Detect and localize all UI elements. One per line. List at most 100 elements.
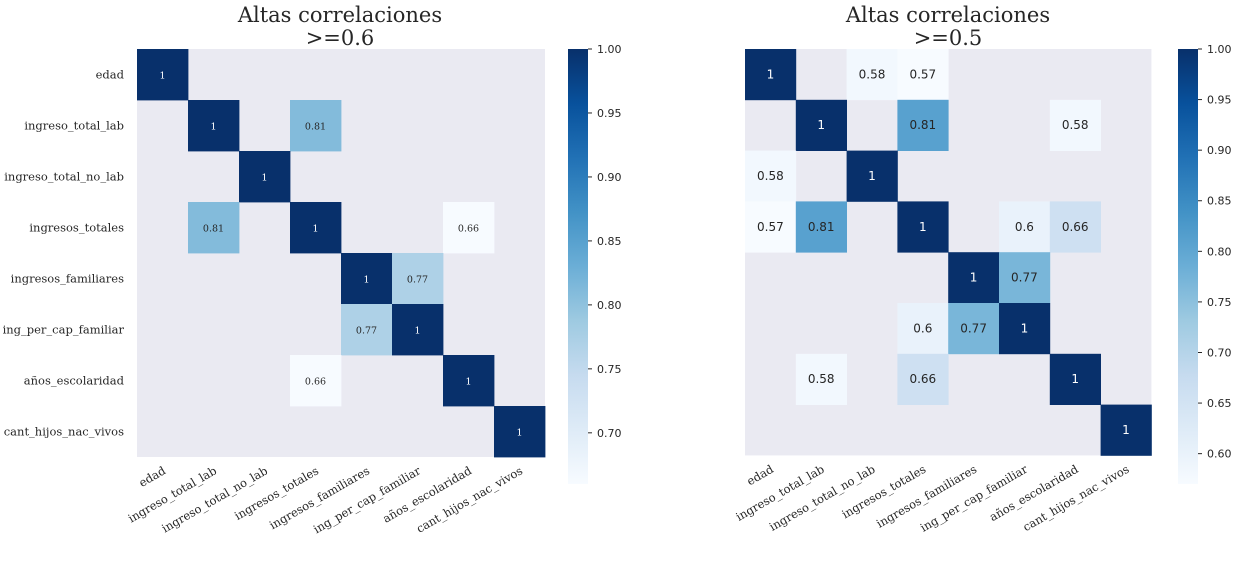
- heatmap-cell: [188, 202, 240, 254]
- colorbar-tick-label: 0.90: [1207, 144, 1232, 157]
- colorbar-tick-label: 0.60: [1207, 448, 1232, 461]
- cell-value-label: 0.81: [203, 224, 224, 235]
- heatmap-cell: [1049, 353, 1101, 405]
- cell-value-label: 1: [868, 169, 876, 183]
- heatmap-panel-right: Altas correlaciones >=0.5 1 0.58 0.57 1 0.81…: [733, 3, 1231, 535]
- colorbar-tick-label: 0.75: [1207, 296, 1232, 309]
- heatmap-cell: [846, 150, 898, 202]
- heatmap-cell: [1100, 404, 1152, 456]
- colorbar-tick-label: 0.80: [597, 299, 622, 312]
- cell-value-label: 1: [312, 224, 318, 235]
- cell-value-label: 0.77: [1011, 271, 1038, 285]
- heatmap-cell: [290, 202, 342, 254]
- cell-value-label: 0.66: [1062, 220, 1089, 234]
- cell-value-label: 1: [919, 220, 927, 234]
- cell-value-label: 0.66: [458, 224, 479, 235]
- heatmap-cell: [392, 304, 444, 356]
- cell-value-label: 1: [465, 377, 471, 388]
- cell-value-label: 0.81: [909, 118, 936, 132]
- cell-value-label: 1: [817, 118, 825, 132]
- heatmap-cell: [999, 201, 1051, 253]
- y-tick-label: ingresos_totales: [29, 221, 124, 235]
- colorbar-tick-label: 0.70: [1207, 346, 1232, 359]
- chart-title-left-line2: >=0.6: [306, 26, 375, 50]
- y-tick-label: edad: [96, 68, 125, 82]
- heatmap-panel-left: Altas correlaciones >=0.6 1 1 0.81 1 0.81 1 0.…: [3, 3, 622, 536]
- cell-value-label: 0.58: [757, 169, 784, 183]
- heatmap-cell: [392, 253, 444, 305]
- heatmap-left: 1 1 0.81 1 0.81 1 0.66 1 0.77 0.77 1 0.66 1 1 edad ingr…: [3, 49, 546, 536]
- cell-value-label: 0.66: [305, 377, 326, 388]
- colorbar-tick-label: 0.95: [1207, 94, 1232, 107]
- heatmap-cell: [1049, 99, 1101, 151]
- cell-value-label: 0.77: [356, 326, 377, 337]
- colorbar-tick-label: 0.85: [597, 235, 622, 248]
- cell-value-label: 1: [516, 428, 522, 439]
- colorbar-gradient: [568, 49, 588, 484]
- colorbar-tick-label: 0.65: [1207, 397, 1232, 410]
- chart-title-left-line1: Altas correlaciones: [237, 3, 442, 27]
- heatmap-cell: [846, 49, 898, 101]
- heatmap-cell: [795, 201, 847, 253]
- heatmap-cell: [290, 100, 342, 152]
- heatmap-cell: [948, 252, 1000, 304]
- cell-value-label: 1: [261, 173, 267, 184]
- colorbar-tick-label: 0.70: [597, 427, 622, 440]
- cell-value-label: 0.6: [913, 321, 932, 335]
- colorbar-tick-label: 0.95: [597, 107, 622, 120]
- heatmap-cell: [290, 355, 342, 407]
- heatmap-cell: [188, 100, 240, 152]
- heatmap-right: 1 0.58 0.57 1 0.81 0.58 0.58 1 0.57 0.81 1 0.6 0.66 1…: [733, 49, 1152, 535]
- colorbar-tick-label: 1.00: [1207, 43, 1232, 56]
- cell-value-label: 1: [210, 122, 216, 133]
- heatmap-cell: [137, 49, 189, 101]
- y-tick-label: ingresos_familiares: [11, 272, 124, 286]
- cell-value-label: 1: [1122, 423, 1130, 437]
- heatmap-cell: [494, 406, 546, 458]
- colorbar-right: 0.60 0.65 0.70 0.75 0.80 0.85 0.90 0.95 1.00: [1178, 43, 1232, 484]
- heatmap-cell: [897, 49, 949, 101]
- y-tick-label: años_escolaridad: [24, 374, 125, 388]
- cell-value-label: 1: [767, 67, 775, 81]
- chart-title-right-line2: >=0.5: [914, 26, 983, 50]
- cell-value-label: 0.77: [407, 275, 428, 286]
- colorbar-tick-label: 0.80: [1207, 245, 1232, 258]
- cell-value-label: 1: [159, 71, 165, 82]
- cell-value-label: 0.77: [960, 321, 987, 335]
- cell-value-label: 0.57: [909, 67, 936, 81]
- cell-value-label: 0.66: [909, 372, 936, 386]
- heatmap-cell: [897, 303, 949, 355]
- heatmap-cell: [239, 151, 291, 203]
- cell-value-label: 0.57: [757, 220, 784, 234]
- y-tick-label: cant_hijos_nac_vivos: [4, 425, 124, 439]
- heatmap-cell: [341, 253, 393, 305]
- y-tick-label: ingreso_total_lab: [24, 119, 124, 133]
- heatmap-cell: [745, 150, 797, 202]
- heatmap-cell: [443, 202, 495, 254]
- cell-value-label: 0.6: [1015, 220, 1034, 234]
- cell-value-label: 1: [363, 275, 369, 286]
- heatmap-cell: [897, 99, 949, 151]
- colorbar-gradient: [1178, 49, 1198, 484]
- heatmap-cell: [999, 252, 1051, 304]
- cell-value-label: 0.81: [305, 122, 326, 133]
- cell-value-label: 0.58: [808, 372, 835, 386]
- heatmap-cell: [745, 49, 797, 101]
- heatmap-cell: [897, 201, 949, 253]
- heatmap-cell: [443, 355, 495, 407]
- cell-value-label: 1: [1021, 321, 1029, 335]
- y-tick-label: ing_per_cap_familiar: [3, 323, 125, 337]
- cell-value-label: 0.58: [1062, 118, 1089, 132]
- heatmap-cell: [999, 303, 1051, 355]
- heatmap-cell: [795, 99, 847, 151]
- colorbar-tick-label: 0.75: [597, 363, 622, 376]
- cell-value-label: 0.58: [859, 67, 886, 81]
- heatmap-cell: [897, 353, 949, 405]
- cell-value-label: 1: [970, 271, 978, 285]
- heatmap-cell: [948, 303, 1000, 355]
- cell-value-label: 1: [1071, 372, 1079, 386]
- colorbar-tick-label: 0.90: [597, 171, 622, 184]
- x-tick-label: edad: [744, 462, 776, 489]
- chart-title-right-line1: Altas correlaciones: [845, 3, 1050, 27]
